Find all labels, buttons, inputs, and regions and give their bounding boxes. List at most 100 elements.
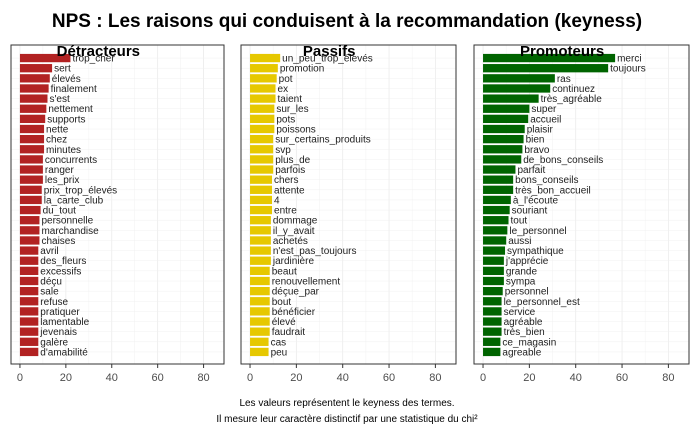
bar-label: continuez — [552, 84, 595, 95]
bar — [250, 185, 273, 194]
bar — [19, 246, 39, 255]
bar — [19, 236, 40, 245]
bar — [483, 185, 514, 194]
bar — [250, 175, 273, 184]
bar — [19, 226, 40, 235]
bar-label: personnel — [505, 287, 549, 298]
bar — [19, 64, 53, 73]
x-tick-label: 20 — [60, 372, 72, 384]
bar — [250, 64, 278, 73]
bar — [250, 226, 271, 235]
bar — [250, 256, 271, 265]
bar — [19, 165, 43, 174]
bar-label: refuse — [40, 297, 68, 308]
x-tick-label: 20 — [523, 372, 535, 384]
bar-label: très_agréable — [541, 94, 603, 105]
bar — [483, 84, 551, 93]
bar — [483, 236, 507, 245]
x-tick-label: 40 — [337, 372, 349, 384]
bar-label: excessifs — [40, 266, 81, 277]
x-tick-label: 0 — [480, 372, 486, 384]
bar — [19, 145, 45, 154]
bar-label: un_peu_trop_élevés — [282, 54, 373, 65]
bar-label: pots — [276, 114, 295, 125]
bar-label: ce_magasin — [502, 337, 556, 348]
bar — [250, 94, 276, 103]
bar-label: les_prix — [45, 175, 79, 186]
bar-label: taient — [278, 94, 303, 105]
bar-label: galère — [40, 337, 68, 348]
bar-label: svp — [275, 145, 291, 156]
bar — [19, 205, 41, 215]
bar — [483, 347, 501, 357]
bar — [483, 195, 511, 205]
bar-label: renouvellement — [272, 277, 341, 288]
bar-label: minutes — [46, 145, 81, 156]
bar — [250, 327, 270, 336]
bar — [250, 124, 275, 134]
bar — [483, 114, 529, 124]
bar-label: il_y_avait — [273, 226, 315, 237]
bar-label: d'amabilité — [40, 347, 88, 358]
bar — [483, 124, 525, 134]
bar-label: 4 — [274, 195, 280, 206]
bar — [250, 205, 273, 215]
bar-label: agréable — [504, 317, 543, 328]
bar — [19, 297, 39, 306]
bar-label: pratiquer — [40, 307, 80, 318]
bar — [250, 286, 270, 296]
bar-label: nette — [46, 125, 69, 136]
bar — [250, 114, 275, 124]
bar-label: sert — [54, 64, 71, 75]
bar — [250, 165, 274, 174]
bar-label: bénéficier — [272, 307, 316, 318]
bar — [483, 276, 504, 286]
bar — [19, 104, 47, 113]
bar-label: jardinière — [272, 256, 315, 267]
bar — [250, 347, 269, 357]
bar-label: n'est_pas_toujours — [273, 246, 357, 257]
x-tick-label: 40 — [570, 372, 582, 384]
bar — [250, 195, 273, 205]
bar-label: bien — [526, 135, 545, 146]
bar — [19, 84, 49, 93]
bar — [483, 266, 504, 276]
bar-label: sympa — [506, 277, 536, 288]
bar-label: achetés — [273, 236, 308, 247]
bar — [483, 104, 530, 113]
bar — [19, 134, 45, 144]
bar-label: trop_cher — [72, 54, 115, 65]
bar-label: chez — [46, 135, 67, 146]
bar — [19, 286, 39, 296]
bar-label: de_bons_conseils — [523, 155, 603, 166]
bar — [19, 307, 39, 316]
bar-label: accueil — [530, 114, 561, 125]
bar-label: le_personnel_est — [504, 297, 580, 308]
bar-label: ex — [278, 84, 289, 95]
bar — [250, 297, 270, 306]
bar-label: jevenais — [39, 327, 77, 338]
bar — [483, 94, 539, 103]
bar-label: souriant — [512, 206, 548, 217]
x-tick-label: 20 — [290, 372, 302, 384]
bar-label: s'est — [49, 94, 69, 105]
bar — [250, 104, 275, 113]
bar-label: marchandise — [41, 226, 99, 237]
bar-label: pot — [279, 74, 293, 85]
bar-label: concurrents — [45, 155, 97, 166]
bar — [483, 165, 516, 174]
caption-line-1: Les valeurs représentent le keyness des … — [239, 398, 454, 409]
panels: trop_chersertélevésfinalements'estnettem… — [10, 43, 690, 384]
bar — [250, 246, 271, 255]
bar-label: personnelle — [41, 216, 93, 227]
bar — [483, 64, 609, 73]
x-tick-label: 80 — [662, 372, 674, 384]
bar-label: déçue_par — [272, 287, 320, 298]
bar-label: déçu — [40, 277, 62, 288]
bar-label: merci — [617, 54, 641, 65]
bar-label: agreable — [502, 347, 541, 358]
bar — [483, 286, 503, 296]
panel-border — [240, 44, 457, 365]
bar — [483, 74, 555, 83]
panel-border — [473, 44, 690, 365]
